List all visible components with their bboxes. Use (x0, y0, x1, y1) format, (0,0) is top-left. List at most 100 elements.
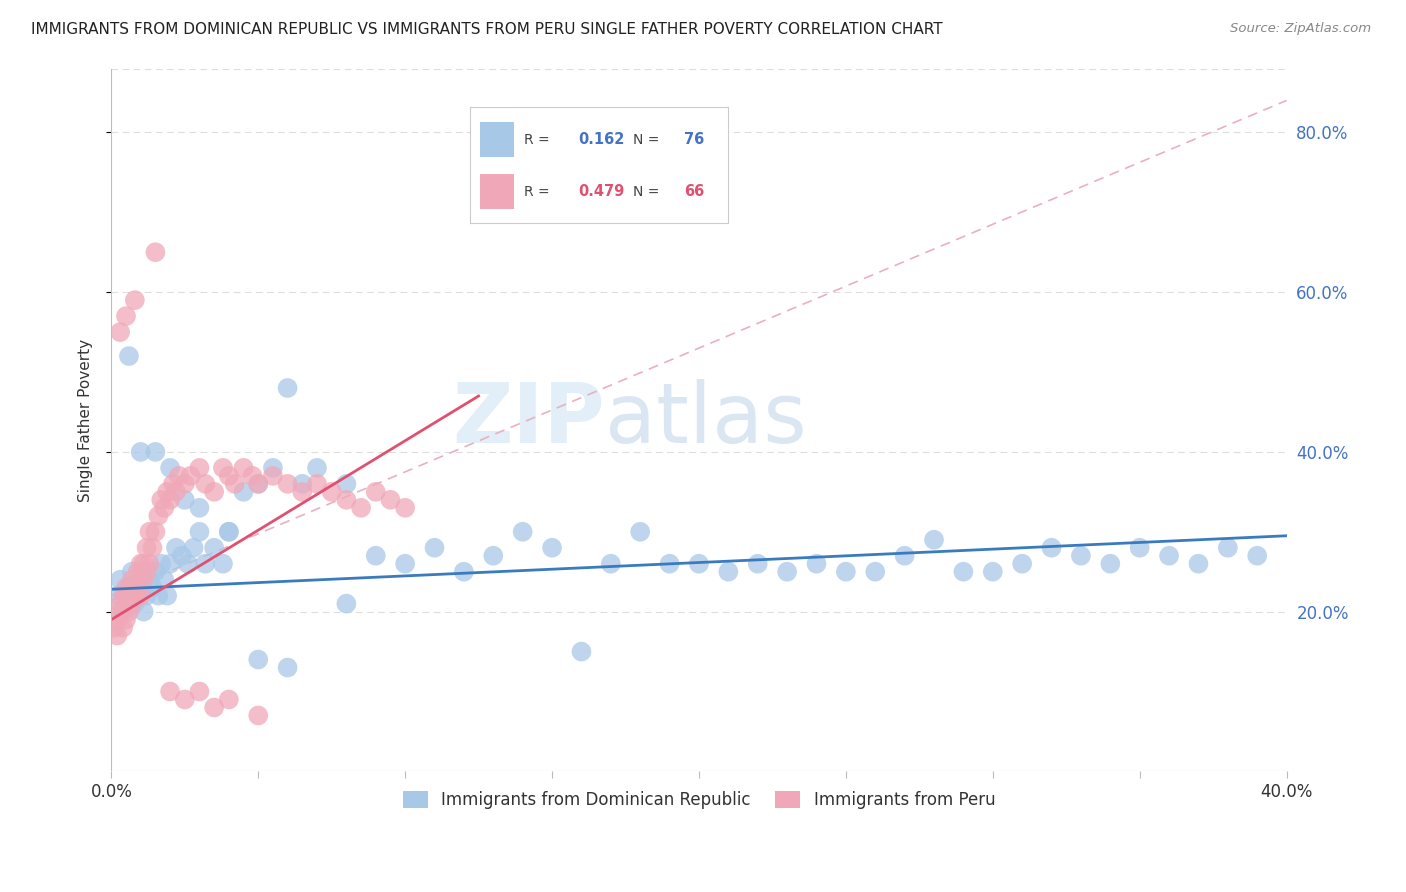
Point (1040, 541, 1063, 555)
Point (571, 644, 593, 658)
Point (335, 492, 357, 507)
Point (118, 349, 141, 363)
Point (423, 541, 446, 555)
Point (922, 533, 945, 547)
Point (145, 445, 167, 459)
Point (150, 492, 173, 507)
Point (173, 492, 195, 507)
Point (247, 708, 270, 723)
Point (512, 524, 534, 539)
Point (218, 524, 240, 539)
Point (167, 468, 190, 483)
Point (893, 549, 915, 563)
Point (262, 468, 284, 483)
Point (277, 476, 299, 491)
Point (127, 589, 149, 603)
Point (132, 605, 155, 619)
Text: ZIP: ZIP (453, 379, 605, 460)
Point (150, 557, 173, 571)
Point (628, 524, 651, 539)
Point (335, 597, 357, 611)
Point (232, 484, 254, 499)
Point (159, 557, 181, 571)
Point (321, 484, 343, 499)
Point (105, 629, 128, 643)
Point (1246, 549, 1268, 563)
Point (141, 581, 163, 595)
Point (115, 309, 138, 323)
Point (180, 468, 202, 483)
Point (394, 557, 416, 571)
Point (138, 573, 160, 587)
Point (194, 476, 217, 491)
Point (153, 500, 176, 515)
Point (108, 325, 131, 339)
Y-axis label: Single Father Poverty: Single Father Poverty (79, 338, 93, 501)
Point (747, 557, 769, 571)
Point (981, 565, 1004, 579)
Point (121, 565, 143, 579)
Point (159, 492, 181, 507)
Point (194, 557, 217, 571)
Point (132, 573, 155, 587)
Point (291, 484, 314, 499)
Point (717, 565, 740, 579)
Text: atlas: atlas (605, 379, 807, 460)
Point (138, 557, 160, 571)
Point (127, 581, 149, 595)
Point (118, 589, 141, 603)
Point (364, 484, 387, 499)
Point (115, 581, 138, 595)
Point (188, 684, 211, 698)
Point (148, 508, 170, 523)
Point (124, 589, 146, 603)
Point (105, 589, 128, 603)
Point (129, 589, 152, 603)
Point (108, 573, 131, 587)
Point (115, 589, 138, 603)
Point (177, 557, 200, 571)
Point (138, 524, 160, 539)
Point (1099, 557, 1122, 571)
Point (277, 660, 299, 674)
Point (132, 557, 155, 571)
Point (218, 468, 240, 483)
Point (1011, 557, 1033, 571)
Point (108, 605, 131, 619)
Point (183, 541, 205, 555)
Point (240, 468, 263, 483)
Text: IMMIGRANTS FROM DOMINICAN REPUBLIC VS IMMIGRANTS FROM PERU SINGLE FATHER POVERTY: IMMIGRANTS FROM DOMINICAN REPUBLIC VS IM… (31, 22, 942, 37)
Point (127, 565, 149, 579)
Point (124, 581, 146, 595)
Point (218, 692, 240, 706)
Point (145, 245, 167, 260)
Point (103, 621, 125, 635)
Point (865, 565, 887, 579)
Point (135, 589, 157, 603)
Point (364, 549, 387, 563)
Point (247, 476, 270, 491)
Point (173, 692, 195, 706)
Point (145, 524, 167, 539)
Point (688, 557, 710, 571)
Point (141, 541, 163, 555)
Point (305, 476, 328, 491)
Point (124, 293, 146, 307)
Point (658, 557, 681, 571)
Point (188, 461, 211, 475)
Point (1129, 541, 1152, 555)
Point (776, 565, 799, 579)
Point (262, 461, 284, 475)
Point (212, 557, 235, 571)
Point (247, 476, 270, 491)
Point (129, 581, 152, 595)
Point (153, 573, 176, 587)
Point (145, 565, 167, 579)
Text: Source: ZipAtlas.com: Source: ZipAtlas.com (1230, 22, 1371, 36)
Point (105, 613, 128, 627)
Point (129, 557, 152, 571)
Point (118, 581, 141, 595)
Point (202, 484, 225, 499)
Point (291, 476, 314, 491)
Point (188, 500, 211, 515)
